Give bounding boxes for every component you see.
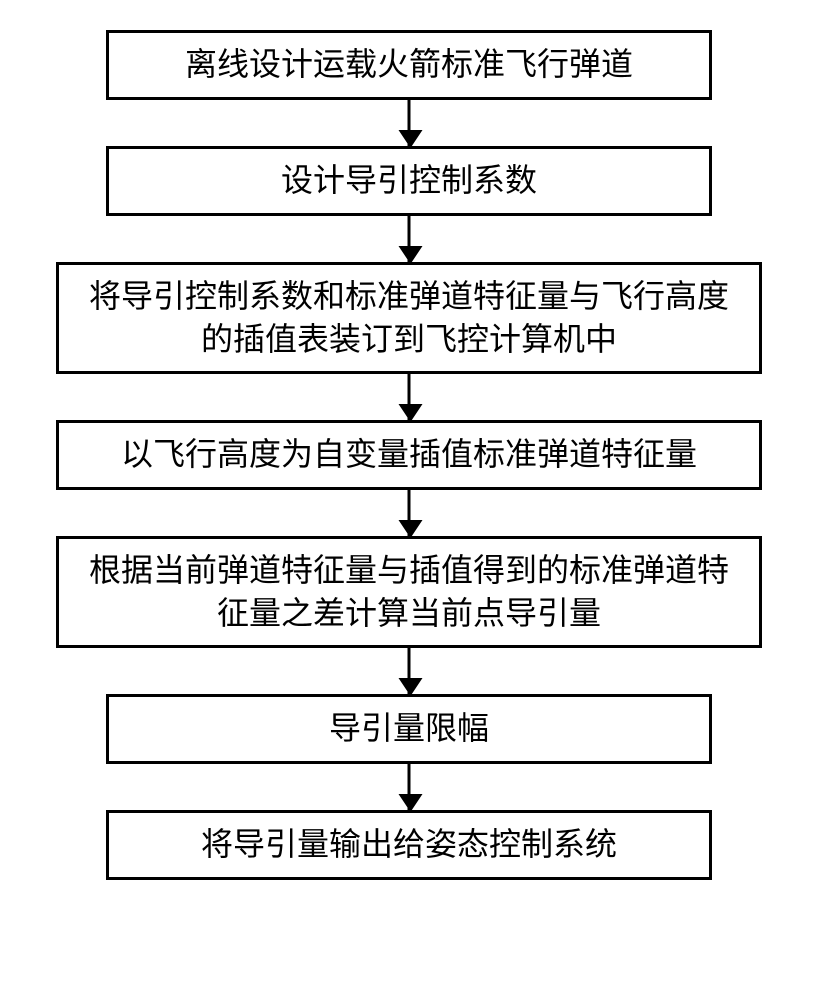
flow-node-3: 将导引控制系数和标准弹道特征量与飞行高度 的插值表装订到飞控计算机中 (56, 262, 762, 374)
flow-node-2: 设计导引控制系数 (106, 146, 712, 216)
flow-arrow-1 (408, 100, 411, 146)
flow-node-6-label: 导引量限幅 (329, 707, 489, 750)
flow-node-1: 离线设计运载火箭标准飞行弹道 (106, 30, 712, 100)
flow-node-2-label: 设计导引控制系数 (281, 159, 537, 202)
flow-node-7-label: 将导引量输出给姿态控制系统 (201, 823, 617, 866)
flow-arrow-6 (408, 764, 411, 810)
flow-node-5-label: 根据当前弹道特征量与插值得到的标准弹道特 征量之差计算当前点导引量 (89, 549, 729, 635)
flow-node-4-label: 以飞行高度为自变量插值标准弹道特征量 (121, 433, 697, 476)
flow-arrow-3 (408, 374, 411, 420)
flow-arrow-5 (408, 648, 411, 694)
flow-node-7: 将导引量输出给姿态控制系统 (106, 810, 712, 880)
flow-node-6: 导引量限幅 (106, 694, 712, 764)
flow-node-1-label: 离线设计运载火箭标准飞行弹道 (185, 43, 633, 86)
flow-node-4: 以飞行高度为自变量插值标准弹道特征量 (56, 420, 762, 490)
flow-arrow-4 (408, 490, 411, 536)
flow-arrow-2 (408, 216, 411, 262)
flow-node-3-label: 将导引控制系数和标准弹道特征量与飞行高度 的插值表装订到飞控计算机中 (89, 275, 729, 361)
flow-node-5: 根据当前弹道特征量与插值得到的标准弹道特 征量之差计算当前点导引量 (56, 536, 762, 648)
flowchart-canvas: 离线设计运载火箭标准飞行弹道 设计导引控制系数 将导引控制系数和标准弹道特征量与… (0, 0, 818, 1000)
